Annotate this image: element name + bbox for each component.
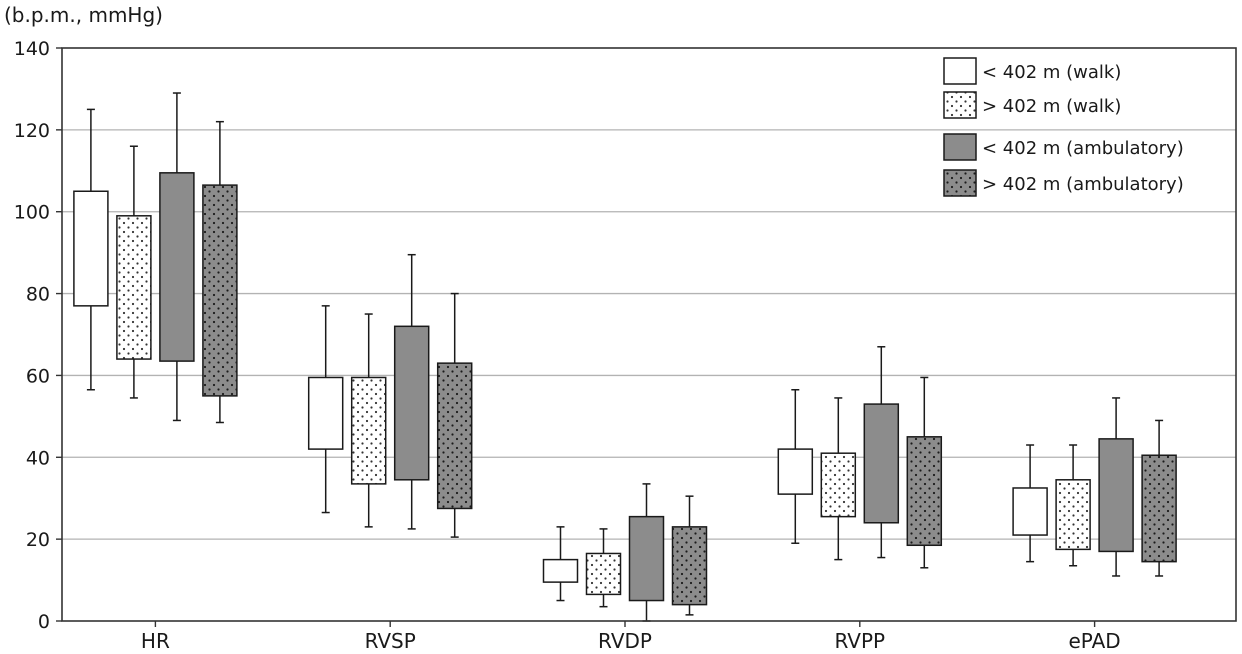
box-iqr	[393, 325, 430, 481]
box-iqr	[1098, 438, 1134, 553]
y-tick-label: 100	[14, 202, 50, 224]
y-axis-unit-label: (b.p.m., mmHg)	[4, 3, 163, 27]
box-hr-series-0	[73, 108, 109, 391]
category-group-rvdp	[542, 483, 708, 622]
box-rvpp-series-1	[820, 397, 857, 561]
y-tick-label: 40	[26, 447, 50, 469]
box-rvsp-series-0	[307, 305, 344, 514]
box-epad-series-1	[1055, 444, 1091, 567]
box-iqr	[350, 376, 387, 485]
box-rvpp-series-2	[863, 346, 900, 559]
x-axis-category-labels: HR RVSP RVDP RVPP ePAD	[141, 621, 1121, 653]
x-category-label: ePAD	[1069, 629, 1121, 653]
legend-label: < 402 m (ambulatory)	[982, 138, 1184, 159]
box-rvpp-series-0	[777, 389, 814, 544]
legend-label: < 402 m (walk)	[982, 62, 1121, 83]
category-group-hr	[73, 92, 238, 424]
box-rvsp-series-3	[436, 292, 473, 538]
legend-item: < 402 m (ambulatory)	[943, 133, 1184, 161]
legend-swatch	[943, 57, 977, 85]
box-iqr	[436, 362, 473, 510]
legend-swatch	[943, 133, 977, 161]
box-iqr	[906, 436, 943, 547]
legend: < 402 m (walk) > 402 m (walk) < 402 m (amb…	[943, 57, 1184, 197]
legend-item: < 402 m (walk)	[943, 57, 1121, 85]
category-group-epad	[1012, 397, 1177, 577]
box-iqr	[863, 403, 900, 524]
x-category-label: HR	[141, 629, 170, 653]
legend-label: > 402 m (walk)	[982, 96, 1121, 117]
legend-label: > 402 m (ambulatory)	[982, 174, 1184, 195]
box-rvsp-series-2	[393, 253, 430, 530]
y-tick-label: 140	[14, 38, 50, 60]
legend-item: > 402 m (ambulatory)	[943, 169, 1184, 197]
y-tick-label: 0	[38, 611, 50, 633]
box-iqr	[1012, 487, 1048, 536]
y-tick-label: 80	[26, 284, 50, 306]
box-rvpp-series-3	[906, 376, 943, 569]
category-group-rvpp	[777, 346, 943, 569]
box-iqr	[820, 452, 857, 518]
box-hr-series-1	[116, 145, 152, 399]
y-tick-label: 120	[14, 120, 50, 142]
y-tick-label: 60	[26, 365, 50, 387]
box-rvdp-series-1	[585, 528, 622, 608]
category-group-rvsp	[307, 253, 473, 538]
plot-frame	[61, 47, 1237, 622]
box-rvdp-series-2	[628, 483, 665, 622]
gridlines	[62, 129, 1236, 540]
legend-swatch	[943, 91, 977, 119]
box-iqr	[628, 515, 665, 602]
legend-swatch	[943, 169, 977, 197]
box-series	[73, 92, 1177, 622]
legend-item: > 402 m (walk)	[943, 91, 1121, 119]
box-iqr	[307, 376, 344, 450]
box-epad-series-0	[1012, 444, 1048, 563]
x-category-label: RVDP	[598, 629, 652, 653]
box-rvsp-series-1	[350, 313, 387, 528]
x-category-label: RVSP	[365, 629, 416, 653]
y-tick-label: 20	[26, 529, 50, 551]
box-iqr	[73, 190, 109, 307]
box-rvdp-series-3	[671, 495, 708, 616]
x-category-label: RVPP	[834, 629, 885, 653]
box-iqr	[159, 172, 195, 362]
box-iqr	[1055, 479, 1091, 551]
box-iqr	[1141, 454, 1177, 563]
box-iqr	[202, 184, 238, 397]
box-iqr	[116, 215, 152, 360]
box-hr-series-3	[202, 120, 238, 424]
box-iqr	[585, 552, 622, 596]
box-hr-series-2	[159, 92, 195, 422]
box-iqr	[777, 448, 814, 495]
box-epad-series-3	[1141, 419, 1177, 577]
box-iqr	[671, 526, 708, 606]
box-iqr	[542, 558, 579, 583]
y-axis-ticks: 0 20 40 60 80 100 120 140	[14, 38, 62, 633]
box-epad-series-2	[1098, 397, 1134, 577]
box-rvdp-series-0	[542, 526, 579, 602]
